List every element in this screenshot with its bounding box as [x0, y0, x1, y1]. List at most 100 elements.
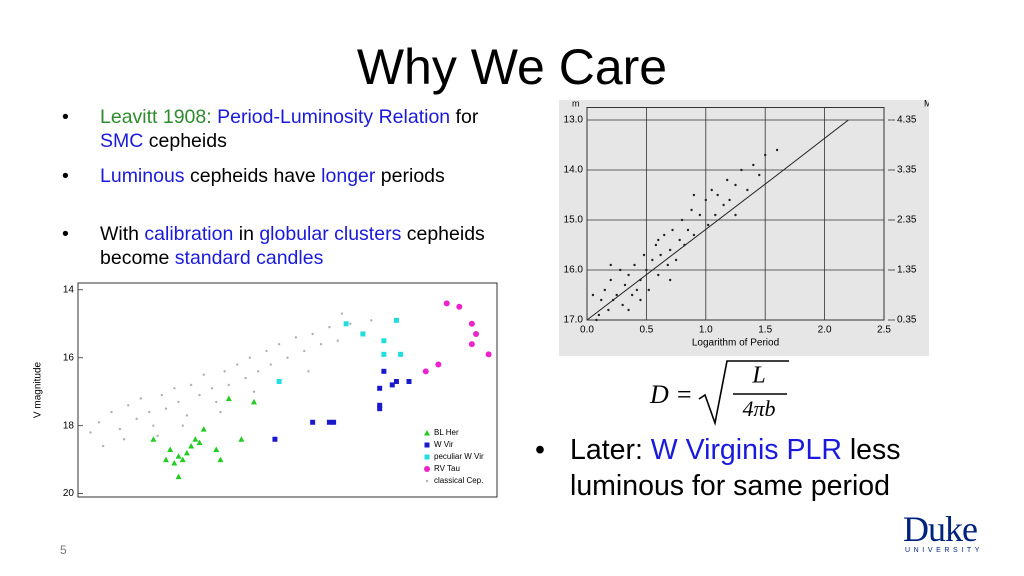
legend-marker	[424, 466, 430, 472]
y-tick-label: 18	[63, 420, 75, 431]
data-point	[189, 383, 193, 387]
data-point	[393, 379, 399, 385]
data-point	[422, 368, 429, 375]
data-point	[127, 404, 130, 407]
data-point	[269, 363, 272, 366]
data-point	[272, 436, 278, 442]
data-point	[435, 361, 442, 368]
y-axis-label: V magnitude	[33, 361, 44, 418]
data-point	[343, 321, 349, 327]
text-run: cepheids become	[100, 223, 491, 269]
data-point	[148, 410, 151, 414]
data-point	[210, 387, 214, 390]
data-point	[603, 288, 607, 292]
data-point	[746, 188, 749, 192]
data-point	[775, 148, 779, 152]
x-tick-label: 1.5	[758, 325, 772, 336]
y2-tick-label: 0.35	[897, 315, 917, 326]
data-point	[654, 243, 658, 247]
data-point	[609, 278, 612, 282]
legend-marker	[424, 442, 430, 448]
data-point	[303, 349, 306, 353]
data-point	[609, 263, 612, 267]
data-point	[97, 421, 101, 424]
data-point	[692, 233, 696, 237]
data-point	[101, 444, 105, 448]
logo-name: Duke	[903, 509, 978, 549]
y-tick-label: 13.0	[564, 115, 584, 126]
data-point	[714, 213, 717, 217]
data-point	[686, 228, 690, 232]
data-point	[265, 349, 268, 353]
data-point	[326, 419, 332, 425]
y-tick-label: 14.0	[564, 165, 584, 176]
data-point	[623, 283, 627, 287]
data-point	[349, 322, 352, 325]
slide-number: 5	[60, 543, 67, 557]
y-tick-label: 15.0	[564, 215, 584, 226]
data-point	[621, 303, 624, 307]
legend-marker	[425, 479, 429, 483]
y-tick-label: 17.0	[564, 315, 584, 326]
data-point	[591, 293, 595, 297]
text-run: SMC	[100, 130, 144, 152]
logo-subtitle: UNIVERSITY	[905, 547, 984, 554]
data-point	[310, 419, 316, 425]
data-point	[668, 248, 672, 252]
data-point	[663, 233, 666, 237]
data-point	[597, 313, 601, 317]
data-point	[256, 370, 260, 373]
trend-line	[586, 119, 849, 321]
data-point	[627, 273, 630, 277]
data-point	[473, 330, 480, 337]
data-point	[135, 417, 138, 421]
data-point	[185, 414, 189, 417]
data-point	[406, 379, 412, 385]
data-point	[286, 356, 289, 359]
text-run: Luminous	[100, 165, 185, 187]
data-point	[192, 436, 199, 442]
text-run: W Virginis PLR	[650, 434, 842, 466]
data-point	[202, 373, 205, 376]
data-point	[668, 278, 672, 282]
data-point	[236, 363, 239, 366]
data-point	[152, 424, 155, 427]
data-point	[213, 446, 220, 452]
data-point	[181, 424, 184, 427]
legend-label: RV Tau	[434, 464, 460, 473]
data-point	[764, 153, 767, 157]
formula-lhs: D =	[649, 380, 693, 409]
data-point	[728, 198, 731, 202]
data-point	[657, 273, 660, 277]
data-point	[179, 456, 186, 463]
vmag-chart: 14 16 18 20 V magnitude BL Her W Vir peculiar W…	[30, 278, 500, 500]
data-point	[252, 390, 256, 393]
data-point	[381, 368, 387, 374]
y2-tick-label: 3.35	[897, 165, 917, 176]
data-point	[217, 456, 224, 463]
y2-tick-label: 2.35	[897, 215, 917, 226]
data-point	[734, 183, 737, 187]
data-point	[381, 351, 387, 357]
data-point	[118, 427, 122, 431]
text-run: globular clusters	[259, 223, 402, 245]
bullet: Luminous cepheids have longer periods	[62, 164, 500, 188]
y-tick-label: 20	[63, 488, 75, 499]
y-tick-label: 16.0	[564, 265, 584, 276]
data-point	[223, 370, 226, 373]
data-point	[307, 370, 310, 373]
data-point	[340, 312, 344, 315]
data-point	[188, 443, 195, 449]
text-run: less luminous for same period	[570, 434, 909, 502]
data-point	[698, 213, 702, 217]
text-run: cepheids	[143, 130, 227, 152]
y-axis-label: m	[572, 100, 580, 108]
data-point	[171, 460, 178, 466]
text-run: calibration	[144, 223, 234, 245]
data-point	[150, 436, 157, 442]
data-point	[666, 263, 669, 267]
data-point	[248, 356, 251, 359]
x-tick-label: 2.0	[818, 325, 832, 336]
data-point	[647, 288, 650, 292]
